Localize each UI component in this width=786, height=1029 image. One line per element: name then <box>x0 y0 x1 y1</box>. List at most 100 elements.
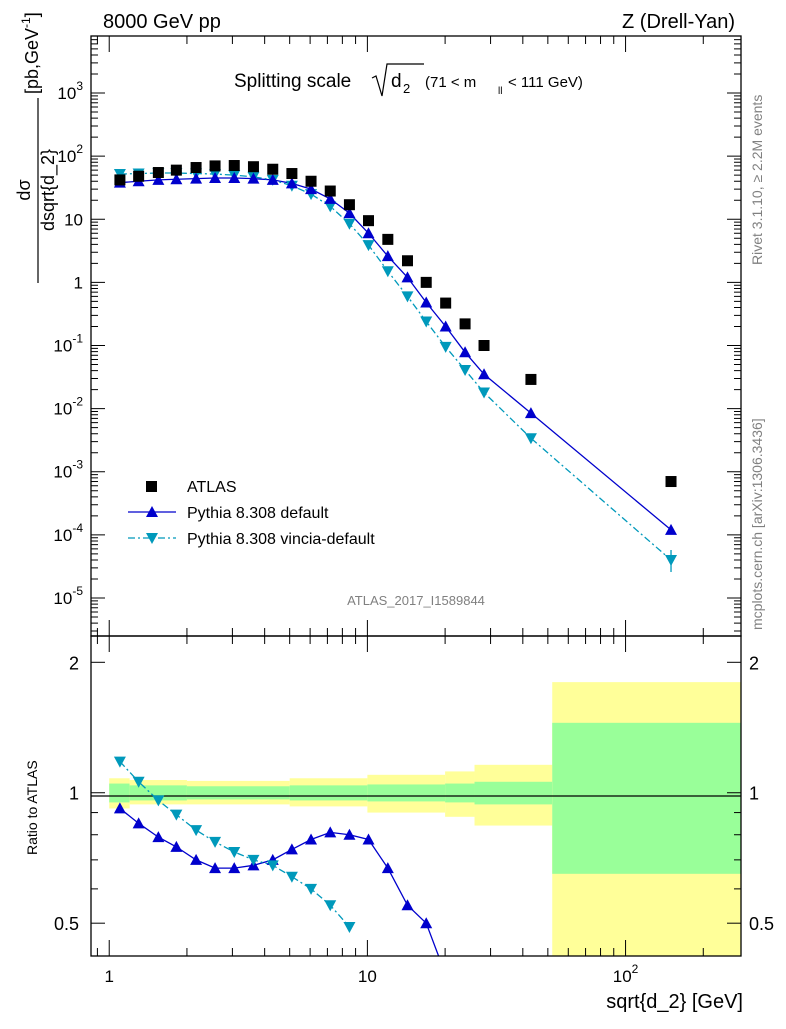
ratio-marker-pythia-vincia <box>247 854 260 866</box>
main-marker-atlas <box>247 161 259 173</box>
main-marker-atlas <box>382 233 394 245</box>
ratio-band-inner <box>445 783 475 803</box>
main-marker-atlas <box>525 373 537 385</box>
main-y-tick-label: 10-3 <box>53 458 83 482</box>
main-line-pythia-default <box>119 177 672 531</box>
ratio-band-inner <box>289 785 368 801</box>
sqrt-sign <box>371 63 424 97</box>
legend-entry-pythia-vincia: Pythia 8.308 vincia-default <box>128 531 375 548</box>
main-marker-pythia-default <box>247 172 260 184</box>
main-y-tick-label: 10-2 <box>53 395 83 419</box>
ratio-marker-pythia-default <box>459 1013 471 1024</box>
ratio-marker-pythia-vincia <box>343 921 356 933</box>
title-range: (71 < m <box>425 74 476 91</box>
ratio-band-inner <box>186 786 290 800</box>
ratio-marker-pythia-vincia <box>266 860 279 872</box>
ratio-series <box>113 756 471 1024</box>
main-marker-pythia-default <box>324 192 337 204</box>
main-y-tick-label: 102 <box>57 142 83 166</box>
ratio-bands <box>109 682 741 956</box>
main-marker-atlas <box>190 162 202 174</box>
ratio-marker-pythia-default <box>362 833 375 845</box>
main-marker-atlas <box>152 167 164 179</box>
main-marker-pythia-default <box>381 250 394 262</box>
main-marker-atlas <box>343 199 355 211</box>
main-marker-atlas <box>114 174 126 186</box>
ratio-line-pythia-default <box>119 807 440 956</box>
main-marker-atlas <box>459 318 471 330</box>
main-marker-pythia-default <box>420 296 433 308</box>
main-ylabel: dσ dsqrt{d_2} [pb,GeV-1] <box>14 12 59 283</box>
ratio-marker-pythia-vincia <box>190 825 203 837</box>
main-marker-pythia-vincia <box>665 554 678 566</box>
ratio-band-inner <box>109 783 130 803</box>
ratio-marker-pythia-vincia <box>132 776 145 788</box>
main-marker-atlas <box>363 215 375 227</box>
main-y-tick-label: 10-5 <box>53 584 83 608</box>
main-marker-pythia-default <box>524 407 537 419</box>
title-range-end: < 111 GeV) <box>508 74 583 91</box>
ylabel-numerator: dσ <box>14 179 34 200</box>
title-var-sub: 2 <box>403 81 410 96</box>
legend-entry-pythia-default: Pythia 8.308 default <box>128 505 329 522</box>
ratio-band-inner <box>474 781 553 805</box>
ratio-marker-pythia-default <box>381 862 394 874</box>
main-marker-atlas <box>401 255 413 267</box>
x-tick-label: 10 <box>358 967 377 986</box>
main-marker-pythia-default <box>209 172 222 184</box>
legend-marker-pythia-vincia <box>146 533 158 544</box>
title-main: Splitting scale <box>234 71 351 92</box>
ratio-marker-pythia-vincia <box>170 809 183 821</box>
main-marker-atlas <box>228 160 240 172</box>
ratio-marker-pythia-vincia <box>324 900 337 912</box>
ratio-y-tick-label-right: 0.5 <box>749 914 774 934</box>
x-tick-label: 1 <box>104 967 113 986</box>
rivet-label: Rivet 3.1.10, ≥ 2.2M events <box>749 95 765 265</box>
ratio-marker-pythia-vincia <box>152 795 165 807</box>
ratio-marker-pythia-default <box>324 826 337 838</box>
main-marker-pythia-default <box>170 173 183 185</box>
ratio-marker-pythia-default <box>113 802 126 814</box>
main-marker-atlas <box>170 164 182 176</box>
ratio-marker-pythia-default <box>401 899 414 911</box>
legend-entry-atlas: ATLAS <box>146 479 237 496</box>
header-right: Z (Drell-Yan) <box>622 11 735 33</box>
main-marker-atlas <box>305 175 317 187</box>
main-marker-pythia-vincia <box>524 433 537 445</box>
ylabel-units: [pb,GeV-1] <box>19 12 42 94</box>
main-line-pythia-vincia <box>119 172 672 561</box>
ratio-marker-pythia-default <box>305 833 318 845</box>
ratio-ylabel: Ratio to ATLAS <box>24 760 40 855</box>
ratio-y-tick-label-left: 1 <box>69 784 79 804</box>
main-marker-pythia-default <box>665 523 678 535</box>
main-marker-atlas <box>420 276 432 288</box>
main-y-tick-label: 10-1 <box>53 332 83 356</box>
header-left: 8000 GeV pp <box>103 11 221 33</box>
main-marker-pythia-default <box>459 346 472 358</box>
main-marker-atlas <box>209 160 221 172</box>
legend-label-atlas: ATLAS <box>187 479 237 496</box>
main-marker-atlas <box>286 168 298 180</box>
x-tick-label: 102 <box>613 962 639 986</box>
ratio-marker-pythia-vincia <box>228 846 241 858</box>
main-marker-pythia-default <box>439 320 452 332</box>
ratio-marker-pythia-default <box>285 843 298 855</box>
main-marker-pythia-vincia <box>439 341 452 353</box>
legend-marker-atlas <box>146 481 157 492</box>
ratio-y-tick-label-right: 1 <box>749 784 759 804</box>
ratio-marker-pythia-vincia <box>285 871 298 883</box>
legend-label-pythia-default: Pythia 8.308 default <box>187 505 329 522</box>
legend: ATLAS Pythia 8.308 default Pythia 8.308 … <box>128 479 375 548</box>
main-marker-pythia-default <box>152 173 165 185</box>
main-y-tick-label: 10 <box>64 210 83 229</box>
ratio-marker-pythia-default <box>152 831 165 843</box>
main-marker-pythia-default <box>305 183 318 195</box>
ratio-marker-pythia-default <box>170 840 183 852</box>
ratio-marker-pythia-default <box>132 817 145 829</box>
main-y-tick-label: 103 <box>57 79 83 103</box>
ratio-band-inner <box>129 785 187 801</box>
ratio-panel-frame <box>90 635 742 957</box>
main-marker-atlas <box>478 340 490 352</box>
main-y-tick-label: 10-4 <box>53 521 83 545</box>
